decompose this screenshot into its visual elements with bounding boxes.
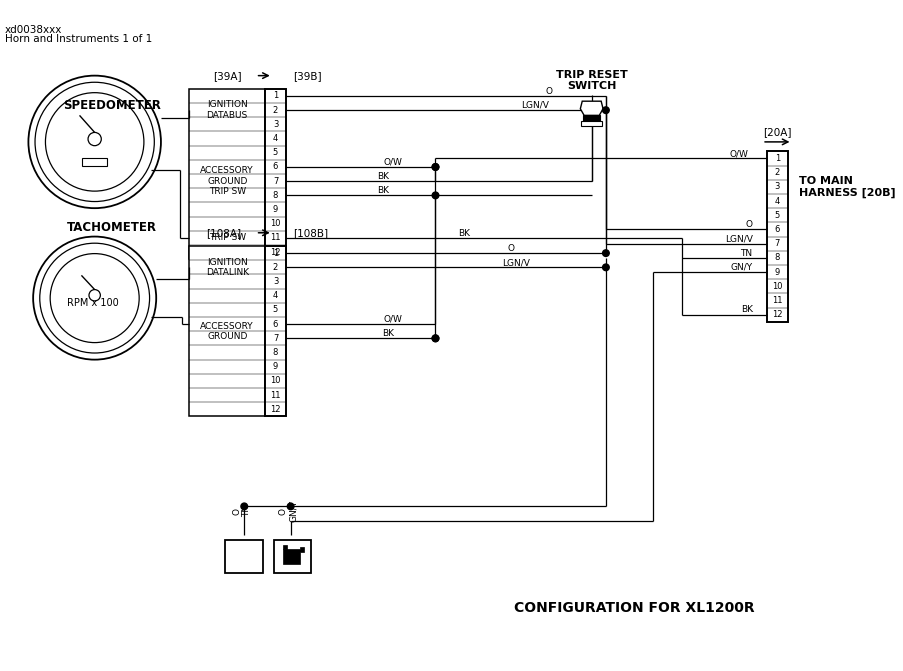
- Bar: [582, 115, 600, 121]
- Text: 7: 7: [774, 239, 779, 248]
- Text: LGN/V: LGN/V: [724, 234, 752, 244]
- Text: 5: 5: [774, 211, 779, 220]
- Text: O/W: O/W: [728, 149, 747, 158]
- Text: 6: 6: [273, 162, 278, 172]
- Text: O/W: O/W: [383, 315, 402, 324]
- Text: 9: 9: [273, 205, 278, 214]
- Circle shape: [602, 107, 609, 113]
- Text: 9: 9: [774, 268, 779, 276]
- Text: 3: 3: [273, 120, 278, 129]
- Text: 7: 7: [273, 176, 278, 186]
- Text: SPEEDOMETER: SPEEDOMETER: [62, 99, 161, 113]
- Text: 3: 3: [273, 277, 278, 286]
- Text: 1: 1: [273, 91, 278, 101]
- Text: TACHOMETER: TACHOMETER: [67, 221, 156, 234]
- Text: GN/Y: GN/Y: [289, 500, 298, 522]
- Text: ACCESSORY
GROUND: ACCESSORY GROUND: [200, 321, 254, 341]
- Text: 2: 2: [273, 263, 278, 272]
- Text: 10: 10: [270, 219, 281, 228]
- Circle shape: [432, 192, 438, 199]
- Text: 10: 10: [771, 282, 782, 291]
- Circle shape: [602, 250, 609, 256]
- Text: 8: 8: [273, 348, 278, 357]
- Circle shape: [241, 503, 247, 510]
- Text: ACCESSORY
GROUND
TRIP SW: ACCESSORY GROUND TRIP SW: [200, 166, 254, 196]
- Text: 5: 5: [273, 148, 278, 157]
- Text: 4: 4: [774, 197, 779, 205]
- Circle shape: [287, 503, 293, 510]
- Circle shape: [602, 264, 609, 270]
- Text: 8: 8: [774, 254, 779, 262]
- Polygon shape: [283, 546, 286, 549]
- Text: LGN/V: LGN/V: [520, 101, 548, 110]
- Text: BK: BK: [740, 305, 752, 315]
- Text: Horn and Instruments 1 of 1: Horn and Instruments 1 of 1: [5, 34, 152, 44]
- Text: IGNITION
DATABUS: IGNITION DATABUS: [207, 101, 247, 120]
- Text: 12: 12: [771, 310, 782, 319]
- Text: O/W: O/W: [383, 158, 402, 167]
- Polygon shape: [580, 101, 602, 115]
- Text: 2: 2: [273, 105, 278, 115]
- Text: [20A]: [20A]: [762, 127, 791, 138]
- Text: O: O: [278, 508, 287, 515]
- Text: TN: TN: [740, 249, 752, 258]
- Text: 10: 10: [270, 376, 281, 385]
- Text: GN/Y: GN/Y: [730, 263, 752, 272]
- Bar: [274, 539, 312, 572]
- Text: TN: TN: [241, 505, 250, 517]
- Bar: [189, 246, 265, 417]
- Text: BK: BK: [458, 229, 470, 238]
- Text: 4: 4: [273, 134, 278, 143]
- Text: 1: 1: [774, 154, 779, 163]
- Bar: [581, 121, 601, 125]
- Text: 12: 12: [270, 248, 281, 257]
- Text: IGNITION
DATALINK: IGNITION DATALINK: [205, 258, 248, 277]
- Text: [108A]: [108A]: [206, 227, 241, 238]
- Text: O: O: [745, 220, 752, 229]
- Text: TRIP RESET
SWITCH: TRIP RESET SWITCH: [555, 70, 627, 91]
- Text: 11: 11: [270, 234, 281, 242]
- Text: 4: 4: [273, 291, 278, 300]
- Bar: [189, 89, 265, 259]
- Bar: [82, 158, 107, 166]
- Text: 2: 2: [774, 168, 779, 177]
- Text: 6: 6: [774, 225, 779, 234]
- Text: 1: 1: [273, 249, 278, 258]
- Bar: [225, 539, 263, 572]
- Text: 8: 8: [273, 191, 278, 200]
- Text: 5: 5: [273, 305, 278, 315]
- Text: RPM x 100: RPM x 100: [67, 298, 118, 308]
- Text: BK: BK: [382, 329, 394, 338]
- Text: O: O: [545, 87, 552, 96]
- Text: xd0038xxx: xd0038xxx: [5, 25, 62, 36]
- Circle shape: [432, 164, 438, 170]
- Text: TO MAIN
HARNESS [20B]: TO MAIN HARNESS [20B]: [798, 176, 895, 198]
- Text: 11: 11: [270, 391, 281, 400]
- Text: CONFIGURATION FOR XL1200R: CONFIGURATION FOR XL1200R: [514, 601, 754, 615]
- Polygon shape: [283, 547, 303, 564]
- Text: 7: 7: [273, 334, 278, 343]
- Text: BK: BK: [377, 172, 389, 181]
- Text: 11: 11: [771, 296, 782, 305]
- Text: 6: 6: [273, 319, 278, 329]
- Bar: [766, 152, 787, 322]
- Text: 9: 9: [273, 362, 278, 371]
- Text: BK: BK: [377, 186, 389, 195]
- Text: LGN/V: LGN/V: [501, 258, 529, 267]
- Text: [39A]: [39A]: [212, 70, 241, 81]
- Text: 12: 12: [270, 405, 281, 414]
- Circle shape: [432, 335, 438, 342]
- Text: TRIP SW: TRIP SW: [209, 234, 246, 242]
- Text: 3: 3: [774, 183, 779, 191]
- Circle shape: [432, 164, 438, 170]
- Bar: [265, 246, 285, 417]
- Text: [108B]: [108B]: [293, 227, 329, 238]
- Bar: [265, 89, 285, 259]
- Text: N: N: [236, 547, 252, 566]
- Circle shape: [432, 335, 438, 342]
- Text: O: O: [507, 244, 514, 253]
- Text: O: O: [232, 508, 241, 515]
- Text: [39B]: [39B]: [293, 70, 321, 81]
